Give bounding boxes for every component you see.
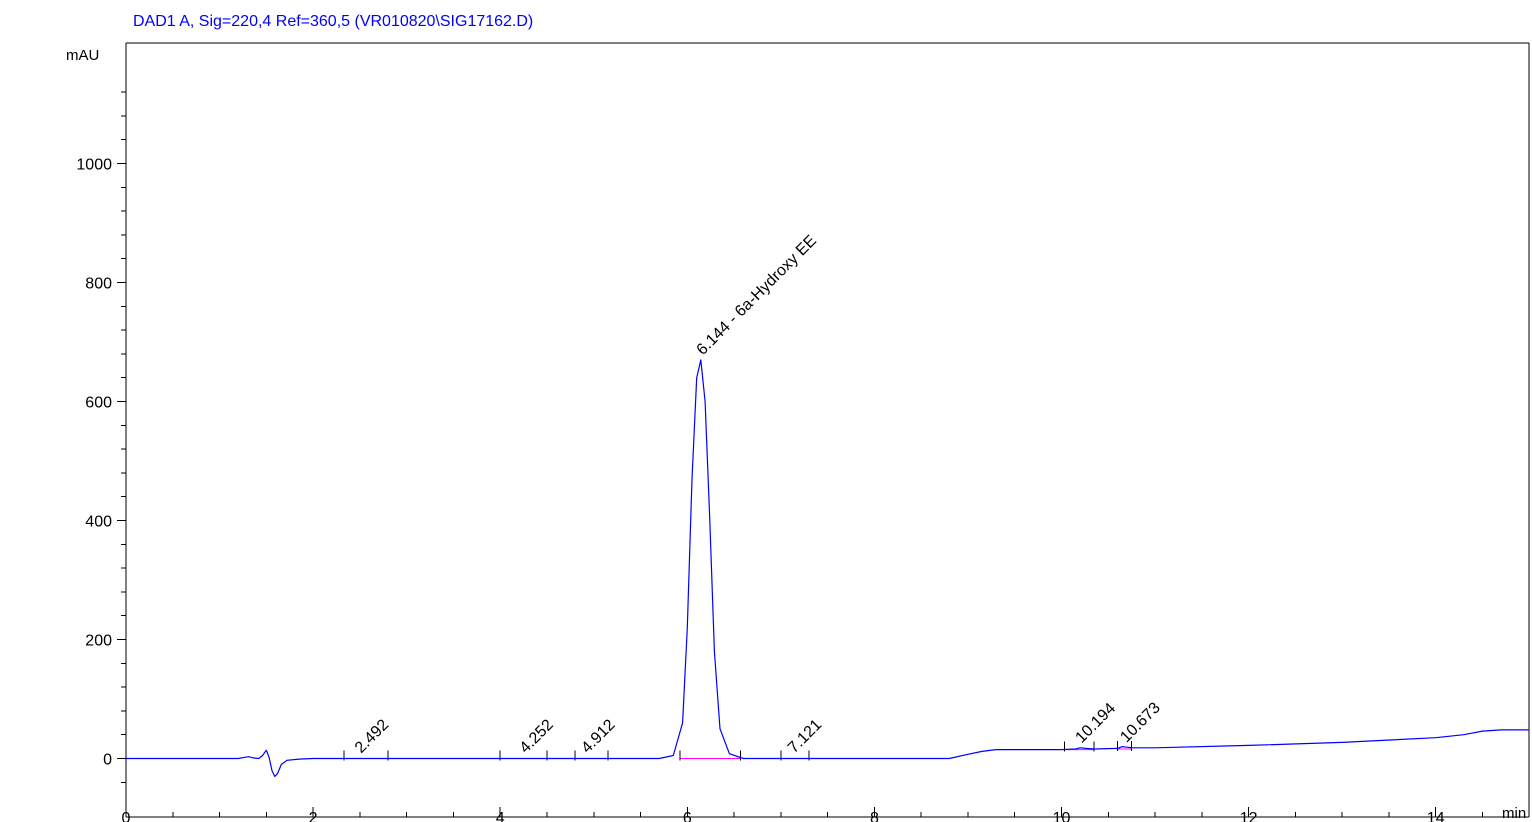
x-axis: 0 2 4 6 8 10 12 14 [122, 807, 1483, 822]
x-tick-label: 8 [870, 810, 879, 822]
signal-trace [126, 359, 1530, 778]
plot-frame [125, 42, 1530, 818]
x-tick-label: 6 [683, 810, 692, 822]
y-axis: 0 200 400 600 800 1000 [76, 91, 126, 783]
peak-label: 6.144 - 6a-Hydroxy EE [694, 232, 820, 358]
y-tick-label: 400 [85, 514, 112, 531]
peak-label: 7.121 [785, 716, 825, 756]
chart-title: DAD1 A, Sig=220,4 Ref=360,5 (VR010820\SI… [133, 13, 534, 30]
y-tick-label: 800 [85, 276, 112, 293]
y-tick-label: 600 [85, 395, 112, 412]
peak-label: 10.673 [1117, 699, 1164, 746]
y-tick-label: 0 [103, 752, 112, 769]
peak-baselines [343, 740, 1133, 761]
y-tick-label: 200 [85, 633, 112, 650]
peak-label: 10.194 [1072, 700, 1119, 747]
x-tick-label: 0 [122, 810, 131, 822]
peak-label: 4.252 [517, 716, 557, 756]
x-tick-label: 10 [1053, 810, 1071, 822]
peak-label: 2.492 [352, 716, 392, 756]
x-tick-label: 12 [1240, 810, 1258, 822]
y-tick-label: 1000 [76, 157, 112, 174]
peak-label: 4.912 [578, 716, 618, 756]
y-axis-unit: mAU [66, 47, 99, 64]
x-tick-label: 14 [1427, 810, 1445, 822]
x-axis-unit: min [1502, 805, 1526, 822]
signal-line [126, 359, 1530, 778]
x-tick-label: 2 [309, 810, 318, 822]
x-tick-label: 4 [496, 810, 505, 822]
peak-labels: 2.492 4.252 4.912 6.144 - 6a-Hydroxy EE 7.12… [352, 232, 1164, 757]
